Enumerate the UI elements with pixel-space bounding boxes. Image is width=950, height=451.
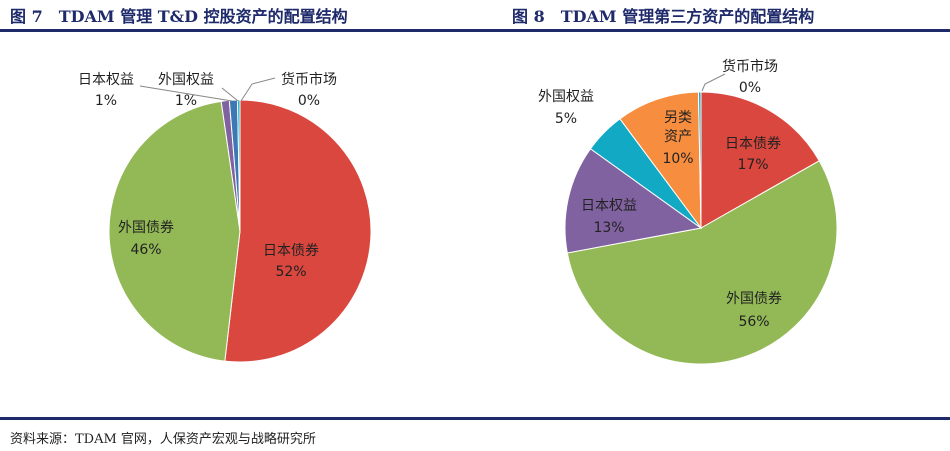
figure-7-caption: TDAM 管理 T&D 控股资产的配置结构 <box>58 7 348 26</box>
value-right-foreign-bonds: 56% <box>738 314 769 330</box>
leader-line-left-money-market <box>240 77 276 102</box>
value-left-money-market: 0% <box>298 93 320 109</box>
pie-left-slice-0 <box>224 99 372 363</box>
value-left-japan-equity: 1% <box>95 93 117 109</box>
value-right-japan-bonds: 17% <box>737 157 768 173</box>
label-right-foreign-equity: 外国权益 <box>538 89 594 105</box>
value-left-japan-bonds: 52% <box>275 264 306 280</box>
label-right-alternatives-line1: 另类 <box>664 110 692 126</box>
label-right-alternatives: 另类 资产 <box>664 110 692 145</box>
label-right-japan-equity: 日本权益 <box>581 198 637 214</box>
figure-8-caption: TDAM 管理第三方资产的配置结构 <box>560 7 815 26</box>
pie-left-slice-1 <box>108 100 241 362</box>
value-right-japan-equity: 13% <box>593 220 624 236</box>
value-left-foreign-bonds: 46% <box>130 242 161 258</box>
pie-right-slice-1 <box>566 160 838 365</box>
header-rule <box>0 29 950 32</box>
figure-8-number: 图 8 <box>512 7 545 26</box>
label-left-foreign-bonds: 外国债券 <box>118 220 174 236</box>
label-left-japan-bonds: 日本债券 <box>263 243 319 259</box>
pie-right-slice-2 <box>564 148 703 254</box>
source-note: 资料来源：TDAM 官网，人保资产宏观与战略研究所 <box>10 432 316 447</box>
label-left-foreign-equity: 外国权益 <box>158 72 214 88</box>
pie-right-slice-4 <box>619 91 702 230</box>
label-right-foreign-bonds: 外国债券 <box>726 291 782 307</box>
value-left-foreign-equity: 1% <box>175 93 197 109</box>
figure-7-number: 图 7 <box>10 7 43 26</box>
label-right-japan-bonds: 日本债券 <box>725 136 781 152</box>
leader-line-left-foreign-equity <box>221 87 239 102</box>
pie-right-slice-0 <box>700 91 820 229</box>
pie-right-labels: 日本债券 17% 外国债券 56% 日本权益 13% 外国权益 5% 货币市场 … <box>538 58 782 330</box>
label-right-money-market: 货币市场 <box>722 58 778 75</box>
pie-chart-third-party <box>564 91 838 365</box>
figure-7-title: 图 7 TDAM 管理 T&D 控股资产的配置结构 <box>10 3 348 27</box>
leader-line-right-money-market <box>701 73 726 92</box>
pie-chart-td-holdings <box>108 99 372 363</box>
label-left-money-market: 货币市场 <box>281 71 337 88</box>
pie-left-labels: 日本债券 52% 外国债券 46% 日本权益 1% 外国权益 1% 货币市场 0… <box>78 71 337 280</box>
footer-rule <box>0 417 950 420</box>
leader-line-left-japan-equity <box>139 85 233 102</box>
label-right-alternatives-line2: 资产 <box>664 129 692 145</box>
label-left-japan-equity: 日本权益 <box>78 72 134 88</box>
value-right-alternatives: 10% <box>662 151 693 167</box>
pie-right-slice-5 <box>697 91 702 229</box>
value-right-foreign-equity: 5% <box>555 111 577 127</box>
figure-8-title: 图 8 TDAM 管理第三方资产的配置结构 <box>512 3 814 27</box>
value-right-money-market: 0% <box>739 80 761 96</box>
